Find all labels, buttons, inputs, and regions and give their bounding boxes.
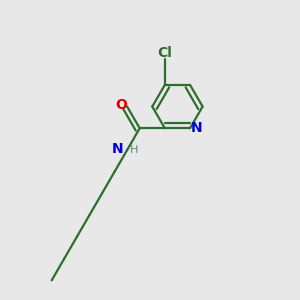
Text: N: N — [111, 142, 123, 156]
Text: N: N — [191, 121, 203, 135]
Text: Cl: Cl — [158, 46, 172, 60]
Text: H: H — [130, 146, 138, 155]
Text: O: O — [115, 98, 127, 112]
